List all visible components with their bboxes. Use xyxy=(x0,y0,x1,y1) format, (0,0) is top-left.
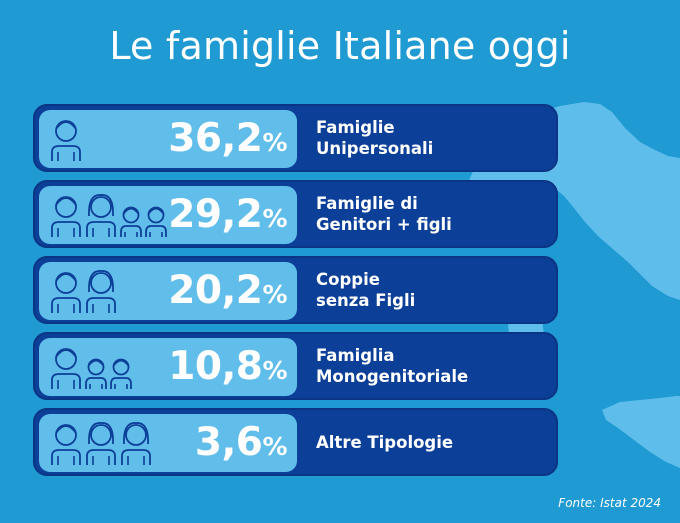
value-number: 20,2 xyxy=(168,268,263,313)
category-label: Famiglie di Genitori + figli xyxy=(316,194,452,234)
value-label: 36,2% xyxy=(168,115,287,163)
family-icons xyxy=(49,345,133,389)
adult-icon xyxy=(49,117,83,161)
value-number: 29,2 xyxy=(168,192,263,237)
value-number: 3,6 xyxy=(194,420,263,465)
value-unit: % xyxy=(262,432,287,461)
adult-icon xyxy=(49,193,83,237)
value-label: 29,2% xyxy=(168,191,287,239)
value-unit: % xyxy=(262,204,287,233)
value-unit: % xyxy=(262,280,287,309)
family-icons xyxy=(49,193,168,237)
value-pill: 20,2% xyxy=(39,262,297,320)
adult-female-icon xyxy=(84,193,118,237)
value-number: 36,2 xyxy=(168,116,263,161)
category-label: Famiglia Monogenitoriale xyxy=(316,346,469,386)
category-label: Coppie senza Figli xyxy=(316,270,416,310)
source-note: Fonte: Istat 2024 xyxy=(558,496,661,510)
child-icon xyxy=(109,345,133,389)
page-title: Le famiglie Italiane oggi xyxy=(109,24,571,68)
family-icons xyxy=(49,421,153,465)
family-icons xyxy=(49,117,83,161)
adult-icon xyxy=(49,421,83,465)
value-number: 10,8 xyxy=(168,344,263,389)
value-unit: % xyxy=(262,128,287,157)
value-unit: % xyxy=(262,356,287,385)
adult-icon xyxy=(49,269,83,313)
value-pill: 36,2% xyxy=(39,110,297,168)
child-icon xyxy=(144,193,168,237)
adult-icon xyxy=(49,345,83,389)
value-label: 10,8% xyxy=(168,343,287,391)
chart-row: 29,2% Famiglie di Genitori + figli xyxy=(33,180,558,248)
value-label: 3,6% xyxy=(194,419,288,467)
value-pill: 10,8% xyxy=(39,338,297,396)
value-label: 20,2% xyxy=(168,267,287,315)
value-pill: 3,6% xyxy=(39,414,297,472)
adult-female-icon xyxy=(84,269,118,313)
family-icons xyxy=(49,269,118,313)
chart-row: 10,8% Famiglia Monogenitoriale xyxy=(33,332,558,400)
category-label: Famiglie Unipersonali xyxy=(316,118,434,158)
category-label: Altre Tipologie xyxy=(316,432,454,452)
child-icon xyxy=(84,345,108,389)
chart-row: 20,2% Coppie senza Figli xyxy=(33,256,558,324)
chart-row: 3,6% Altre Tipologie xyxy=(33,408,558,476)
adult-female-icon xyxy=(84,421,118,465)
chart-row: 36,2% Famiglie Unipersonali xyxy=(33,104,558,172)
value-pill: 29,2% xyxy=(39,186,297,244)
adult-female-icon xyxy=(119,421,153,465)
child-icon xyxy=(119,193,143,237)
